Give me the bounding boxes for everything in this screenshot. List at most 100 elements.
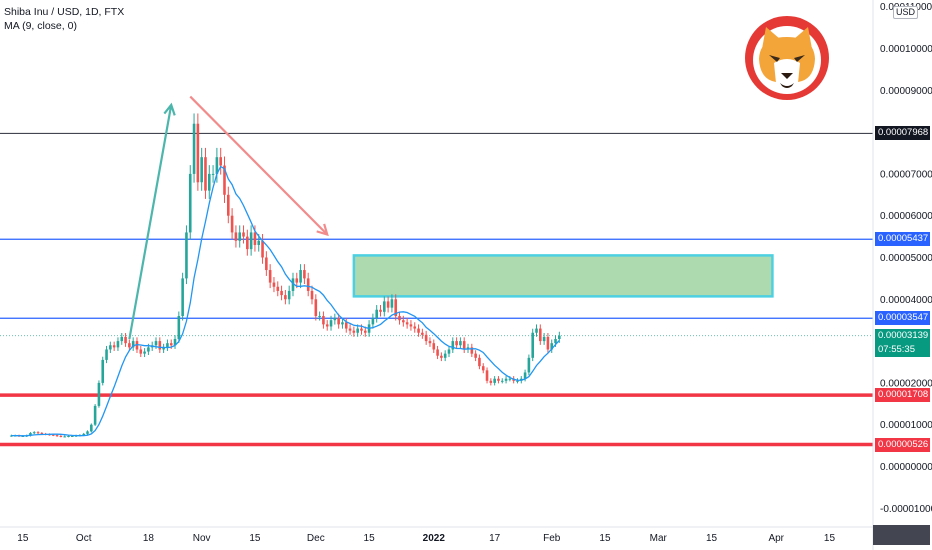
candle-body bbox=[158, 341, 162, 350]
candle-body bbox=[93, 405, 97, 425]
upper-blue-level-price-label: 0.00005437 bbox=[875, 232, 930, 247]
candle-body bbox=[196, 123, 200, 183]
candle-body bbox=[257, 240, 261, 245]
candle-body bbox=[246, 236, 249, 250]
candle-body bbox=[29, 433, 32, 436]
candle-body bbox=[508, 378, 512, 380]
y-tick-label: 0.00007000 bbox=[880, 169, 932, 180]
y-tick-label: -0.00001000 bbox=[880, 504, 932, 515]
candle-body bbox=[337, 318, 340, 325]
x-tick-label: Nov bbox=[193, 533, 211, 544]
x-tick-label: 15 bbox=[599, 533, 611, 544]
candle-body bbox=[436, 349, 439, 356]
trend-arrow-head bbox=[316, 223, 329, 237]
trend-arrow-line bbox=[189, 95, 329, 236]
candle-body bbox=[546, 336, 550, 350]
trend-arrow-head bbox=[163, 102, 176, 116]
countdown-label: 07:55:35 bbox=[875, 342, 930, 357]
candle-body bbox=[474, 353, 477, 358]
x-tick-label: 15 bbox=[364, 533, 376, 544]
candle-body bbox=[379, 309, 382, 312]
candle-body bbox=[497, 378, 500, 381]
candles-layer bbox=[10, 113, 561, 438]
candle-body bbox=[55, 435, 59, 437]
rectangle-zone-layer bbox=[352, 254, 774, 298]
trend-arrows-layer bbox=[128, 95, 329, 340]
candle-body bbox=[265, 257, 268, 271]
candle-body bbox=[485, 370, 489, 381]
candle-body bbox=[291, 278, 295, 291]
candle-body bbox=[325, 324, 329, 327]
currency-badge[interactable]: USD bbox=[893, 6, 919, 19]
candle-body bbox=[200, 157, 203, 183]
candle-body bbox=[539, 328, 542, 342]
moving-average-layer bbox=[11, 165, 560, 437]
candle-body bbox=[402, 320, 405, 323]
candle-body bbox=[329, 320, 333, 327]
candle-body bbox=[527, 357, 531, 373]
candle-body bbox=[542, 336, 546, 342]
candle-body bbox=[249, 232, 253, 250]
candle-body bbox=[500, 380, 504, 382]
candle-body bbox=[386, 301, 390, 308]
chart-legend: Shiba Inu / USD, 1D, FTX MA (9, close, 0… bbox=[4, 5, 124, 33]
candle-body bbox=[455, 341, 458, 346]
candle-body bbox=[363, 330, 367, 333]
candle-body bbox=[314, 299, 318, 317]
candle-body bbox=[143, 351, 146, 354]
candle-body bbox=[405, 322, 409, 325]
current-price-label: 0.00003139 bbox=[875, 328, 930, 343]
x-tick-label: Mar bbox=[650, 533, 668, 544]
shiba-inu-logo-icon bbox=[745, 16, 829, 100]
candle-body bbox=[268, 270, 272, 283]
x-tick-label: Feb bbox=[543, 533, 561, 544]
candle-body bbox=[59, 435, 63, 437]
candle-body bbox=[284, 295, 287, 300]
x-tick-label: 17 bbox=[489, 533, 501, 544]
candle-body bbox=[318, 316, 321, 318]
candle-body bbox=[333, 318, 337, 321]
candle-body bbox=[261, 240, 264, 258]
x-tick-label: 15 bbox=[824, 533, 836, 544]
candle-body bbox=[348, 328, 352, 331]
candle-body bbox=[272, 282, 276, 287]
axis-settings-corner[interactable] bbox=[873, 525, 930, 545]
moving-average-line bbox=[11, 165, 560, 437]
candle-body bbox=[287, 290, 291, 300]
candle-body bbox=[67, 435, 70, 437]
candle-body bbox=[166, 343, 169, 348]
candle-body bbox=[238, 232, 242, 241]
candle-body bbox=[462, 341, 466, 350]
indicator-label[interactable]: MA (9, close, 0) bbox=[4, 20, 77, 32]
candle-body bbox=[413, 326, 417, 329]
y-tick-label: 0.00009000 bbox=[880, 86, 932, 97]
y-tick-label: 0.00006000 bbox=[880, 211, 932, 222]
candle-body bbox=[82, 433, 86, 436]
candle-body bbox=[371, 318, 375, 325]
candle-body bbox=[116, 341, 120, 348]
candle-body bbox=[493, 378, 496, 383]
candle-body bbox=[204, 157, 207, 191]
candle-body bbox=[352, 330, 356, 333]
candle-body bbox=[21, 435, 25, 437]
candle-body bbox=[101, 359, 105, 383]
candle-body bbox=[181, 278, 184, 317]
candle-body bbox=[63, 436, 66, 438]
candle-body bbox=[417, 328, 420, 333]
candle-body bbox=[40, 433, 44, 435]
candle-body bbox=[147, 347, 150, 352]
x-tick-label: 15 bbox=[17, 533, 29, 544]
y-tick-label: 0.00005000 bbox=[880, 253, 932, 264]
candle-body bbox=[360, 328, 363, 331]
candle-body bbox=[280, 290, 283, 296]
x-tick-label: Oct bbox=[76, 533, 92, 544]
candle-body bbox=[112, 345, 116, 348]
candle-body bbox=[440, 355, 443, 358]
symbol-title[interactable]: Shiba Inu / USD, 1D, FTX bbox=[4, 6, 125, 18]
candle-body bbox=[188, 173, 192, 233]
candle-body bbox=[478, 357, 481, 367]
candle-body bbox=[451, 341, 455, 350]
candle-body bbox=[207, 173, 211, 191]
candle-body bbox=[162, 347, 165, 350]
